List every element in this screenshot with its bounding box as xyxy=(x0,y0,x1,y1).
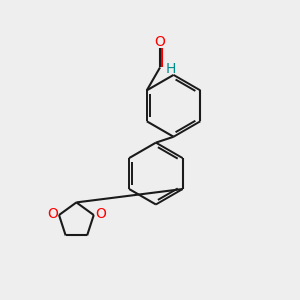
Text: O: O xyxy=(154,35,166,49)
Text: O: O xyxy=(47,207,58,220)
Text: O: O xyxy=(95,207,106,220)
Text: H: H xyxy=(166,62,176,76)
